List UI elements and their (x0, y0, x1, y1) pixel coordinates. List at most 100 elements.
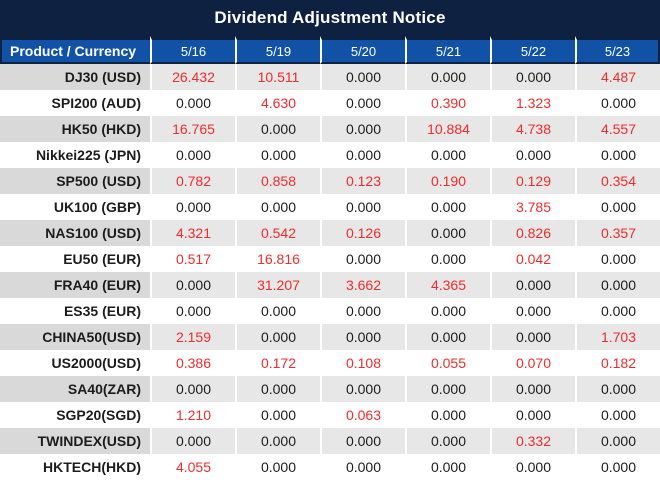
value-cell: 10.511 (235, 64, 320, 90)
value-cell: 4.055 (150, 454, 235, 480)
table-row: HKTECH(HKD) 4.055 0.000 0.000 0.000 0.000 0.00… (0, 454, 660, 480)
table-row: SGP20(SGD) 1.210 0.000 0.063 0.000 0.000 0.000 (0, 402, 660, 428)
value-cell: 0.000 (320, 64, 405, 90)
product-cell: SP500 (USD) (0, 168, 150, 194)
value-cell: 0.517 (150, 246, 235, 272)
value-cell: 0.129 (490, 168, 575, 194)
column-header-date-3: 5/20 (320, 36, 405, 64)
value-cell: 4.487 (575, 64, 660, 90)
value-cell: 1.323 (490, 90, 575, 116)
product-cell: US2000(USD) (0, 350, 150, 376)
product-cell: FRA40 (EUR) (0, 272, 150, 298)
value-cell: 0.000 (490, 402, 575, 428)
product-cell: DJ30 (USD) (0, 64, 150, 90)
value-cell: 0.055 (405, 350, 490, 376)
value-cell: 0.000 (150, 194, 235, 220)
value-cell: 0.542 (235, 220, 320, 246)
value-cell: 0.000 (575, 428, 660, 454)
value-cell: 1.210 (150, 402, 235, 428)
value-cell: 0.000 (320, 454, 405, 480)
value-cell: 0.000 (575, 376, 660, 402)
value-cell: 0.000 (575, 298, 660, 324)
value-cell: 0.000 (320, 90, 405, 116)
product-cell: SGP20(SGD) (0, 402, 150, 428)
value-cell: 0.000 (235, 428, 320, 454)
value-cell: 0.123 (320, 168, 405, 194)
value-cell: 0.000 (490, 298, 575, 324)
product-cell: TWINDEX(USD) (0, 428, 150, 454)
value-cell: 0.000 (490, 142, 575, 168)
value-cell: 0.126 (320, 220, 405, 246)
value-cell: 31.207 (235, 272, 320, 298)
value-cell: 0.000 (235, 402, 320, 428)
value-cell: 0.000 (575, 272, 660, 298)
product-cell: ES35 (EUR) (0, 298, 150, 324)
value-cell: 0.000 (235, 324, 320, 350)
column-header-date-1: 5/16 (150, 36, 235, 64)
value-cell: 0.000 (490, 272, 575, 298)
product-cell: HKTECH(HKD) (0, 454, 150, 480)
value-cell: 0.000 (490, 64, 575, 90)
table-row: HK50 (HKD) 16.765 0.000 0.000 10.884 4.738 4.5… (0, 116, 660, 142)
value-cell: 0.000 (235, 376, 320, 402)
value-cell: 0.000 (405, 428, 490, 454)
table-row: NAS100 (USD) 4.321 0.542 0.126 0.000 0.826 0.3… (0, 220, 660, 246)
value-cell: 0.782 (150, 168, 235, 194)
table-row: UK100 (GBP) 0.000 0.000 0.000 0.000 3.785 0.00… (0, 194, 660, 220)
value-cell: 16.816 (235, 246, 320, 272)
value-cell: 0.000 (235, 116, 320, 142)
table-row: TWINDEX(USD) 0.000 0.000 0.000 0.000 0.332 0.0… (0, 428, 660, 454)
value-cell: 0.000 (575, 402, 660, 428)
value-cell: 0.000 (320, 324, 405, 350)
value-cell: 0.000 (490, 454, 575, 480)
value-cell: 0.000 (150, 298, 235, 324)
table-row: US2000(USD) 0.386 0.172 0.108 0.055 0.070 0.18… (0, 350, 660, 376)
value-cell: 0.182 (575, 350, 660, 376)
table-row: FRA40 (EUR) 0.000 31.207 3.662 4.365 0.000 0.0… (0, 272, 660, 298)
value-cell: 0.000 (405, 454, 490, 480)
value-cell: 0.000 (575, 246, 660, 272)
title-bar: Dividend Adjustment Notice (0, 0, 660, 36)
value-cell: 0.000 (320, 142, 405, 168)
value-cell: 0.000 (235, 194, 320, 220)
value-cell: 4.321 (150, 220, 235, 246)
value-cell: 0.000 (320, 116, 405, 142)
value-cell: 0.000 (320, 298, 405, 324)
value-cell: 0.000 (405, 220, 490, 246)
value-cell: 0.000 (405, 402, 490, 428)
value-cell: 0.108 (320, 350, 405, 376)
value-cell: 0.000 (150, 428, 235, 454)
value-cell: 0.357 (575, 220, 660, 246)
value-cell: 0.000 (150, 142, 235, 168)
value-cell: 0.000 (405, 298, 490, 324)
column-header-product: Product / Currency (0, 36, 150, 64)
value-cell: 0.000 (150, 90, 235, 116)
value-cell: 0.000 (405, 64, 490, 90)
value-cell: 0.000 (575, 454, 660, 480)
value-cell: 0.826 (490, 220, 575, 246)
dividend-table: Product / Currency 5/16 5/19 5/20 5/21 5… (0, 36, 660, 480)
table-body: DJ30 (USD) 26.432 10.511 0.000 0.000 0.000 4.4… (0, 64, 660, 480)
value-cell: 0.858 (235, 168, 320, 194)
table-row: CHINA50(USD) 2.159 0.000 0.000 0.000 0.000 1.7… (0, 324, 660, 350)
value-cell: 4.630 (235, 90, 320, 116)
table-row: SP500 (USD) 0.782 0.858 0.123 0.190 0.129 0.35… (0, 168, 660, 194)
value-cell: 3.662 (320, 272, 405, 298)
value-cell: 1.703 (575, 324, 660, 350)
value-cell: 0.000 (320, 246, 405, 272)
value-cell: 0.042 (490, 246, 575, 272)
product-cell: EU50 (EUR) (0, 246, 150, 272)
product-cell: UK100 (GBP) (0, 194, 150, 220)
value-cell: 0.000 (575, 194, 660, 220)
value-cell: 0.000 (405, 194, 490, 220)
table-row: SA40(ZAR) 0.000 0.000 0.000 0.000 0.000 0.000 (0, 376, 660, 402)
value-cell: 0.000 (235, 142, 320, 168)
value-cell: 0.000 (235, 454, 320, 480)
value-cell: 0.354 (575, 168, 660, 194)
product-cell: Nikkei225 (JPN) (0, 142, 150, 168)
value-cell: 16.765 (150, 116, 235, 142)
column-header-date-4: 5/21 (405, 36, 490, 64)
value-cell: 0.000 (405, 376, 490, 402)
value-cell: 4.738 (490, 116, 575, 142)
value-cell: 0.070 (490, 350, 575, 376)
